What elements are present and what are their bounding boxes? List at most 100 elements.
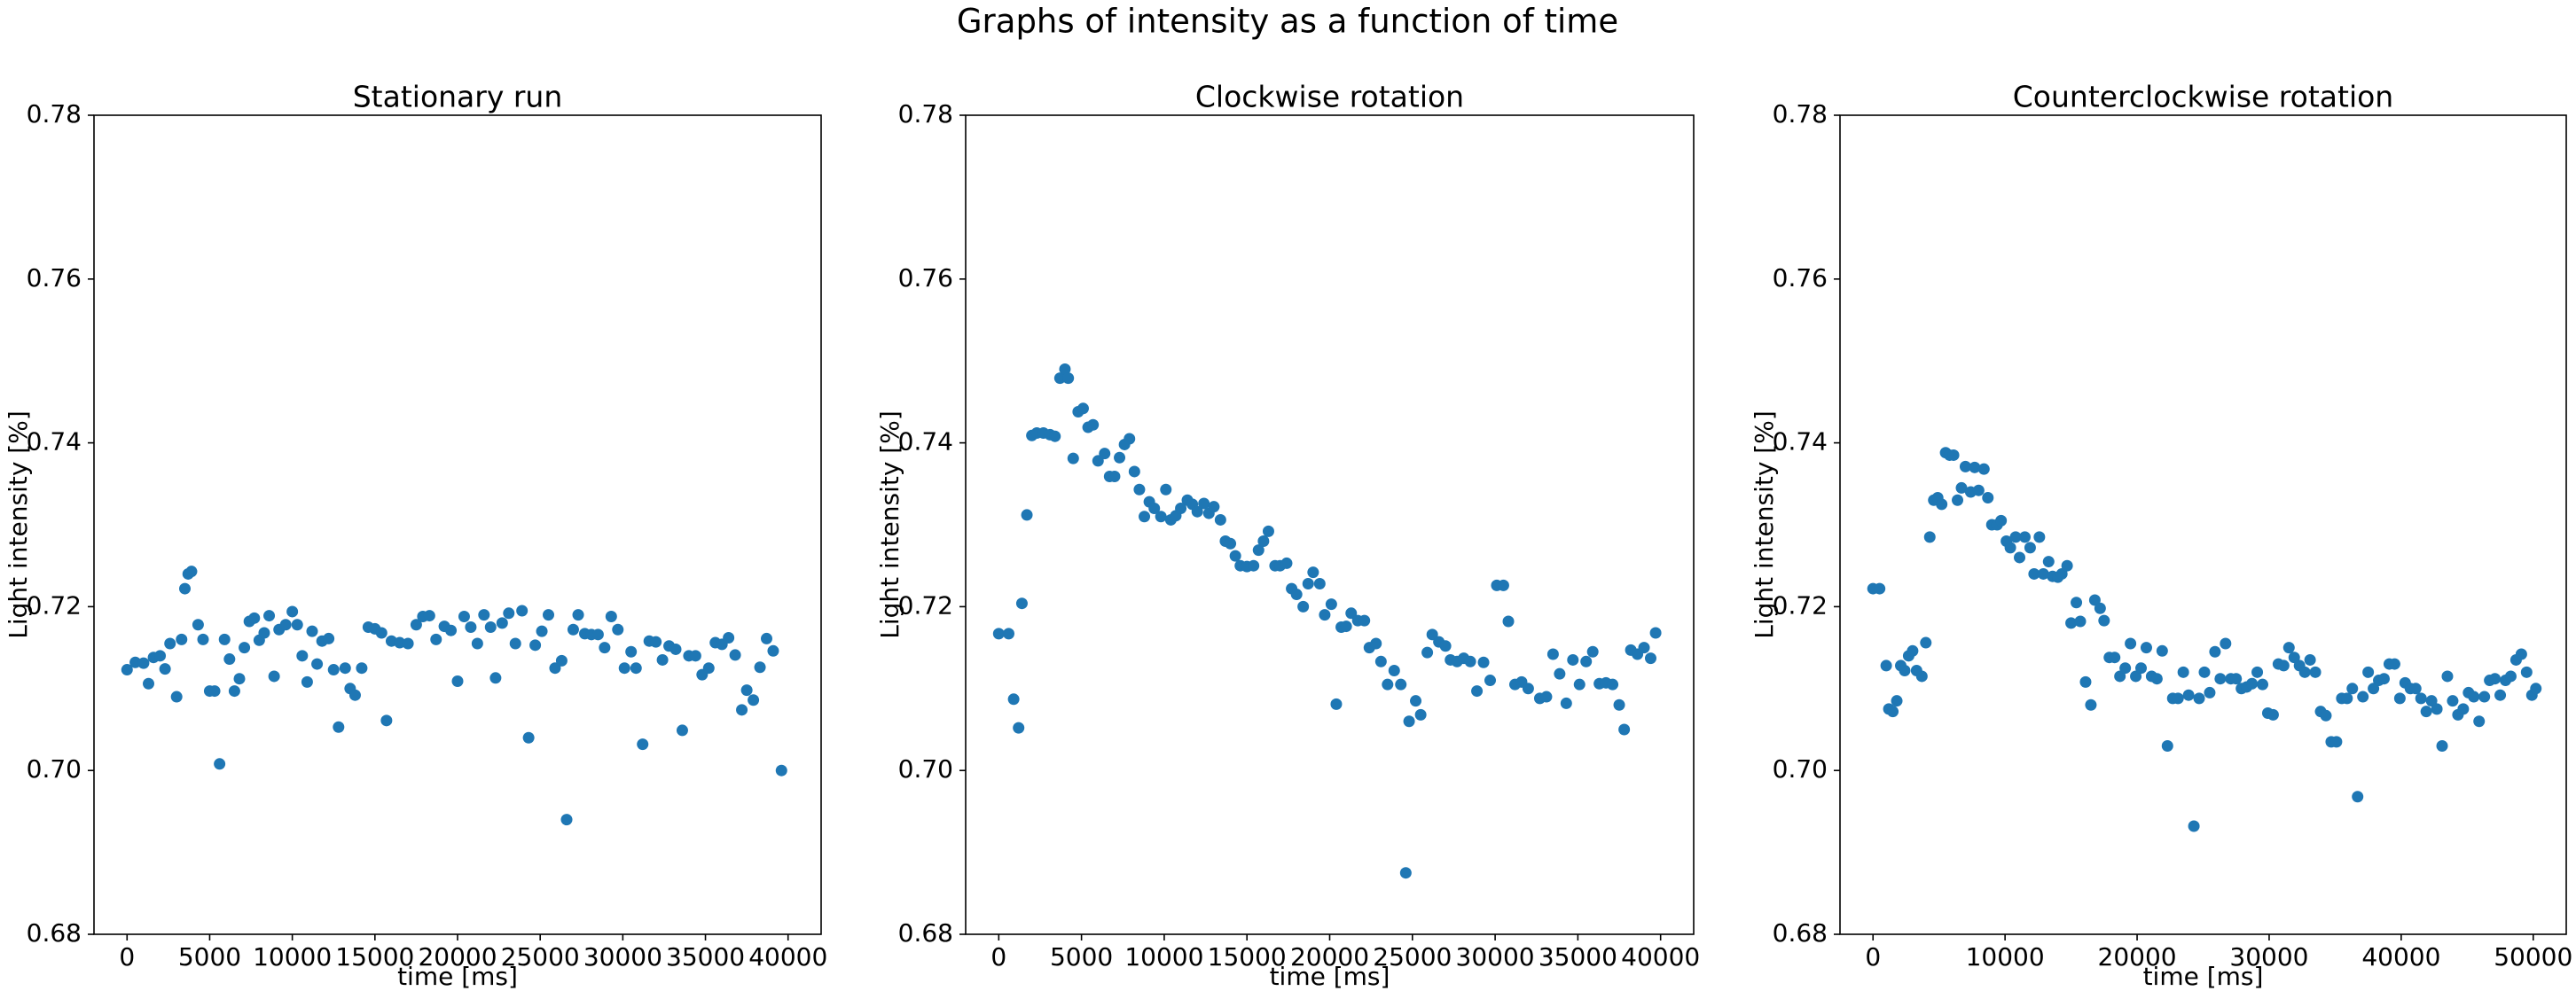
point: [223, 653, 236, 666]
point: [656, 653, 669, 666]
point: [1297, 600, 1310, 613]
point: [2188, 820, 2200, 832]
point: [2504, 670, 2517, 683]
point: [458, 610, 470, 622]
x-tick-label: 10000: [1124, 942, 1203, 972]
point: [1214, 513, 1226, 526]
point: [775, 764, 787, 777]
point: [2304, 653, 2316, 666]
point: [268, 670, 280, 683]
point: [2018, 531, 2031, 543]
point: [2204, 686, 2216, 699]
point: [2130, 670, 2142, 683]
x-tick-label: 5000: [1050, 942, 1113, 972]
point: [286, 605, 299, 618]
point: [1607, 678, 1619, 691]
y-tick-label: 0.70: [1773, 754, 1828, 784]
y-tick-label: 0.78: [898, 99, 953, 129]
x-tick-label: 10000: [253, 942, 332, 972]
point: [1540, 691, 1553, 703]
point: [1229, 550, 1241, 562]
point: [1874, 582, 1886, 595]
y-tick-label: 0.70: [898, 754, 953, 784]
point: [599, 642, 611, 654]
point: [2346, 683, 2359, 695]
point: [1471, 685, 1484, 698]
point: [451, 675, 464, 687]
point: [1410, 695, 1422, 707]
point: [650, 636, 662, 648]
point: [2061, 559, 2073, 572]
point: [2494, 689, 2507, 701]
point: [1982, 492, 1994, 504]
point: [723, 632, 735, 644]
point: [1969, 461, 1981, 473]
figure-title: Graphs of intensity as a function of tim…: [957, 3, 1618, 41]
point: [2357, 691, 2369, 703]
point: [1114, 451, 1126, 464]
point: [1133, 483, 1146, 496]
point: [1421, 646, 1434, 659]
x-tick-label: 40000: [2361, 942, 2440, 972]
point: [625, 645, 638, 658]
point: [410, 619, 422, 631]
x-tick-label: 5000: [178, 942, 241, 972]
point: [1208, 501, 1220, 513]
point: [311, 658, 324, 670]
x-tick-label: 0: [1865, 942, 1881, 972]
y-tick-label: 0.72: [27, 590, 82, 620]
point: [2074, 615, 2087, 628]
point: [291, 619, 303, 631]
point: [1003, 628, 1015, 640]
y-tick-label: 0.74: [898, 427, 953, 457]
point: [676, 724, 688, 737]
point: [2140, 642, 2152, 654]
point: [1644, 652, 1656, 665]
point: [2055, 567, 2068, 580]
point: [348, 689, 361, 701]
point: [197, 633, 209, 645]
point: [356, 662, 368, 675]
point: [248, 612, 261, 624]
point: [2071, 597, 2083, 609]
point: [478, 609, 490, 621]
point: [1198, 497, 1210, 510]
point: [2352, 791, 2364, 803]
point: [729, 649, 741, 661]
point: [503, 607, 515, 620]
point: [992, 628, 1005, 640]
x-tick-label: 30000: [2229, 942, 2308, 972]
point: [748, 694, 760, 706]
point: [1388, 664, 1400, 676]
point: [2478, 691, 2491, 703]
point: [164, 637, 176, 650]
point: [2161, 739, 2173, 752]
point: [2282, 642, 2295, 654]
point: [2198, 666, 2211, 678]
point: [2489, 673, 2502, 685]
point: [2177, 666, 2189, 678]
point: [1920, 636, 1932, 649]
point: [301, 675, 313, 688]
point: [2288, 652, 2300, 664]
y-axis-label: Light intensity [%]: [1750, 410, 1779, 639]
x-tick-label: 30000: [583, 942, 662, 972]
y-tick-label: 0.76: [27, 263, 82, 293]
point: [2220, 637, 2232, 650]
point: [702, 662, 715, 675]
y-tick-label: 0.78: [1773, 99, 1828, 129]
point: [2079, 675, 2092, 688]
point: [2150, 673, 2163, 685]
x-tick-label: 40000: [1621, 942, 1700, 972]
x-tick-label: 10000: [1966, 942, 2045, 972]
point: [1560, 697, 1572, 709]
point: [1887, 706, 1899, 718]
point: [1252, 544, 1265, 557]
x-tick-label: 15000: [335, 942, 414, 972]
point: [2393, 692, 2406, 705]
point: [2246, 677, 2259, 690]
point: [543, 609, 554, 621]
x-tick-label: 0: [990, 942, 1006, 972]
point: [2251, 666, 2264, 678]
point: [1891, 695, 1903, 707]
